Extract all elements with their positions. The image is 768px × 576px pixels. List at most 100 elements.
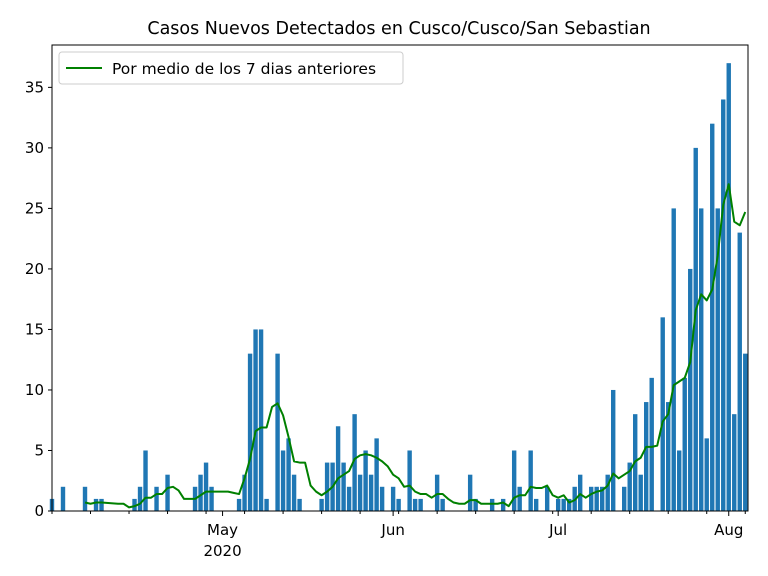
bar [286,438,291,511]
bar [154,486,159,511]
bar [363,450,368,511]
bar [721,99,726,511]
bar [247,353,253,511]
bar [137,486,143,511]
x-tick-label: Jul [548,521,567,539]
bar [489,498,495,511]
bar [649,377,654,511]
bar [379,486,385,511]
bar [605,474,610,511]
bar [500,498,506,511]
bar [390,486,396,511]
bar [165,474,170,511]
bar [93,498,99,511]
bar [209,486,214,511]
bar [710,123,715,512]
y-tick-label: 35 [25,78,44,96]
legend-label: Por medio de los 7 dias anteriores [112,60,376,78]
bar [533,498,539,511]
bar [511,450,517,511]
bar [335,426,341,511]
bar [561,498,566,511]
bar [473,498,478,511]
series-line-rolling-mean [84,183,747,509]
bar [346,486,352,511]
bar [242,474,247,511]
y-tick-label: 0 [34,502,44,520]
bar [682,377,687,511]
bar [704,438,709,511]
bar [264,498,269,511]
bar [324,462,330,511]
legend-frame [58,51,404,85]
bar [418,498,423,511]
chart-title: Casos Nuevos Detectados en Cusco/Cusco/S… [147,19,650,39]
bar [671,208,676,511]
bar [407,450,412,511]
axes-layer: 0 5 10 15 20 25 30 35 May 2020 Jun Jul Aug [25,44,749,560]
bar [517,486,522,511]
bar [577,474,583,511]
bar [588,486,594,511]
bar [352,414,357,511]
x-tick-sublabel: 2020 [203,542,241,560]
bar [566,498,572,511]
bar [198,474,203,511]
y-tick-label: 30 [25,139,44,157]
bar [627,462,632,511]
x-tick-label: Aug [714,521,743,539]
bar [660,317,665,511]
bar [715,208,720,511]
bar [528,450,533,511]
bar [275,353,280,511]
y-tick-label: 25 [25,199,44,217]
bar [666,402,671,511]
bar [644,402,649,511]
bar [368,474,374,511]
bar [412,498,418,511]
bar [357,474,363,511]
bar [440,498,445,511]
line-layer [84,183,747,509]
legend: Por medio de los 7 dias anteriores [58,51,404,85]
bar [60,486,66,511]
bar [341,462,346,511]
bar [82,486,88,511]
bar [594,486,599,511]
bar [677,450,682,511]
x-tick-label: May [207,521,238,539]
bar [622,486,627,511]
bar [203,462,209,511]
bar [699,208,704,511]
bar [236,498,242,511]
bar [611,389,616,511]
bar [467,474,473,511]
bar [374,438,379,511]
bar [544,486,550,511]
bar [688,268,693,511]
bar [99,498,104,511]
bar [732,414,737,511]
bar [132,498,137,511]
bar [253,329,258,511]
bar [600,486,605,511]
bar [638,474,643,511]
bar [434,474,440,511]
bars-layer [49,63,748,512]
bar [743,353,748,511]
y-tick-label: 15 [25,320,44,338]
y-tick-label: 5 [34,441,44,459]
x-tick-label: Jun [380,521,404,539]
plot-frame [51,44,749,512]
bar [737,232,742,512]
bar [291,474,297,511]
bar [396,498,401,511]
bar [258,329,264,511]
bar [319,498,324,511]
bar [693,147,698,511]
bar [555,498,561,511]
bar [143,450,148,511]
y-tick-label: 20 [25,260,44,278]
bar [297,498,302,511]
